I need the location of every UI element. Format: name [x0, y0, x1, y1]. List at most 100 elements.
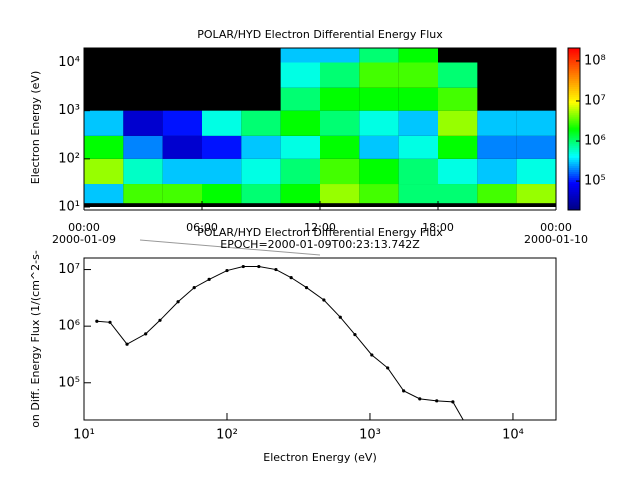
x-date-label: 2000-01-09 [52, 233, 116, 246]
colorbar-tick-label: 10⁶ [584, 134, 606, 149]
colorbar-step [568, 187, 580, 191]
x-tick-label: 12:00 [304, 221, 336, 234]
heat-cell [516, 135, 556, 159]
heat-cell [320, 110, 360, 136]
heat-cell [162, 110, 202, 136]
colorbar-step [568, 153, 580, 156]
heat-cell [398, 62, 438, 88]
colorbar-step [568, 72, 580, 75]
colorbar-step [568, 86, 580, 89]
colorbar-step [568, 165, 580, 168]
colorbar-step [568, 76, 580, 79]
heat-cell [84, 110, 124, 136]
colorbar-step [568, 141, 580, 144]
colorbar-step [568, 183, 580, 187]
heat-cell [477, 135, 517, 159]
heat-cell [516, 158, 556, 185]
colorbar-step [568, 94, 580, 98]
colorbar-step [568, 98, 580, 102]
heat-cell [241, 135, 281, 159]
data-point [338, 315, 342, 319]
data-point [289, 276, 293, 280]
data-point [467, 428, 470, 431]
colorbar-step [568, 167, 580, 170]
colorbar-step [568, 145, 580, 148]
chart-title: POLAR/HYD Electron Differential Energy F… [197, 28, 443, 41]
heat-cell [241, 158, 281, 185]
heat-cell [398, 48, 438, 63]
heat-cell [280, 48, 320, 63]
x-tick-label: 00:00 [540, 221, 572, 234]
colorbar-tick-label: 10⁷ [584, 93, 606, 108]
x-tick-label: 10² [216, 428, 238, 443]
chart-title: POLAR/HYD Electron Differential Energy F… [197, 226, 443, 239]
y-axis-label: on Diff. Energy Flux (1/(cm^2-s- [29, 250, 42, 428]
heat-cell [162, 158, 202, 185]
colorbar-step [568, 88, 580, 92]
x-date-label: 2000-01-10 [524, 233, 588, 246]
colorbar-step [568, 155, 580, 158]
colorbar-step [568, 50, 580, 53]
heat-cell [438, 87, 478, 111]
colorbar-step [568, 135, 580, 138]
heat-cell [516, 184, 556, 204]
colorbar-step [568, 149, 580, 152]
y-tick-label: 10² [58, 151, 80, 166]
colorbar-step [568, 112, 580, 116]
colorbar-step [568, 201, 580, 205]
data-point [176, 300, 180, 304]
data-point [125, 342, 129, 346]
heat-cell [280, 184, 320, 204]
colorbar-step [568, 82, 580, 85]
colorbar-step [568, 157, 580, 160]
colorbar-step [568, 56, 580, 59]
heat-cell [241, 110, 281, 136]
colorbar-step [568, 120, 580, 124]
heat-cell [359, 62, 399, 88]
data-point [451, 400, 455, 404]
heat-cell [320, 158, 360, 185]
colorbar-step [568, 197, 580, 201]
colorbar-step [568, 163, 580, 166]
y-tick-label: 10⁶ [58, 319, 80, 334]
heat-cell [359, 135, 399, 159]
colorbar-step [568, 80, 580, 83]
x-tick-label: 00:00 [68, 221, 100, 234]
colorbar-step [568, 181, 580, 185]
heat-cell [84, 184, 124, 204]
x-tick-label: 10³ [359, 428, 381, 443]
data-point [386, 366, 390, 370]
colorbar-step [568, 207, 580, 211]
colorbar-step [568, 52, 580, 55]
heat-cell [359, 48, 399, 63]
data-point [241, 264, 245, 269]
colorbar-step [568, 70, 580, 73]
data-point [207, 277, 211, 282]
data-point [95, 319, 99, 323]
colorbar-step [568, 90, 580, 94]
colorbar-step [568, 195, 580, 199]
colorbar-step [568, 205, 580, 209]
y-axis-label: Electron Energy (eV) [29, 71, 42, 185]
heat-cell [202, 158, 242, 185]
colorbar-step [568, 116, 580, 120]
colorbar-step [568, 118, 580, 122]
heat-cell [477, 184, 517, 204]
heat-cell [280, 62, 320, 88]
plot-frame [83, 257, 557, 421]
colorbar-step [568, 139, 580, 142]
heat-cell [123, 184, 163, 204]
colorbar-step [568, 122, 580, 126]
heat-cell [280, 87, 320, 111]
colorbar-step [568, 169, 580, 173]
data-point [370, 353, 374, 357]
heat-cell [320, 62, 360, 88]
colorbar-step [568, 175, 580, 179]
data-point [353, 332, 357, 337]
heat-cell [320, 48, 360, 63]
colorbar-step [568, 131, 580, 134]
x-tick-label: 10⁴ [502, 428, 524, 443]
data-point [257, 264, 261, 269]
heat-cell [280, 158, 320, 185]
colorbar-step [568, 177, 580, 181]
